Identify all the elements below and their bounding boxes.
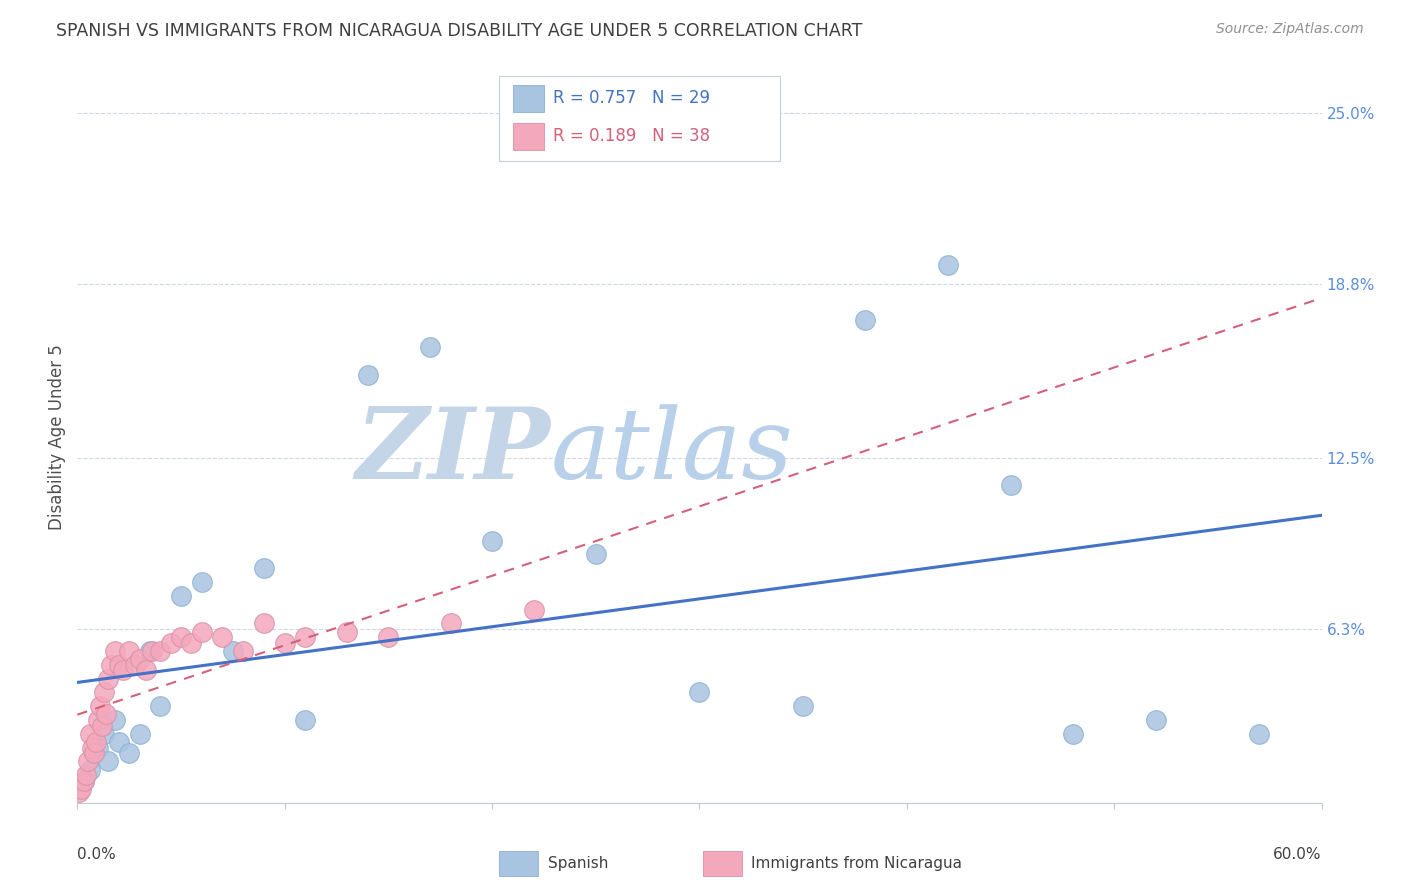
Point (481, 533, 503, 548)
Point (585, 548, 607, 562)
Point (149, 644, 172, 658)
Point (97, 755, 120, 769)
Point (938, 258, 960, 272)
Point (149, 699, 172, 714)
Point (689, 685, 711, 699)
Point (124, 657, 146, 672)
Point (128, 727, 150, 741)
Point (104, 644, 127, 658)
Point (72, 773, 94, 788)
Point (118, 644, 141, 658)
Point (97, 672, 120, 686)
Point (87, 713, 110, 727)
Text: Source: ZipAtlas.com: Source: ZipAtlas.com (1216, 22, 1364, 37)
Point (139, 644, 162, 658)
Text: Spanish: Spanish (548, 856, 609, 871)
Point (104, 713, 127, 727)
Point (76, 755, 98, 769)
Point (792, 699, 814, 714)
Text: 0.0%: 0.0% (77, 847, 117, 862)
Point (523, 602, 546, 616)
Point (89, 699, 111, 714)
Point (855, 312, 877, 326)
Point (84, 735, 107, 749)
Point (72, 773, 94, 788)
Point (253, 561, 276, 575)
Point (439, 616, 461, 631)
Point (191, 624, 214, 639)
Point (253, 616, 276, 631)
Point (336, 624, 359, 639)
Point (294, 630, 316, 644)
Text: R = 0.189   N = 38: R = 0.189 N = 38 (553, 128, 710, 145)
Point (180, 636, 202, 650)
Point (1000, 478, 1022, 492)
Point (1249, 727, 1271, 741)
Point (83, 746, 105, 760)
Point (274, 636, 297, 650)
Point (1144, 713, 1167, 727)
Point (70, 782, 93, 797)
Point (87, 740, 110, 755)
Text: Immigrants from Nicaragua: Immigrants from Nicaragua (751, 856, 962, 871)
Point (118, 746, 141, 760)
Point (294, 713, 316, 727)
Point (141, 644, 163, 658)
Point (135, 663, 157, 677)
Point (80, 740, 103, 755)
Point (93, 685, 115, 699)
Text: atlas: atlas (550, 404, 793, 500)
Point (108, 735, 129, 749)
Point (170, 630, 193, 644)
Point (100, 657, 122, 672)
Point (377, 630, 399, 644)
Point (170, 589, 193, 603)
Point (211, 630, 233, 644)
Point (108, 657, 129, 672)
Point (357, 368, 380, 382)
Point (93, 727, 115, 741)
Point (67, 785, 90, 799)
Point (128, 652, 150, 666)
Point (222, 644, 245, 658)
Point (96, 707, 118, 722)
Point (419, 340, 441, 354)
Text: SPANISH VS IMMIGRANTS FROM NICARAGUA DISABILITY AGE UNDER 5 CORRELATION CHART: SPANISH VS IMMIGRANTS FROM NICARAGUA DIS… (56, 22, 863, 40)
Point (79, 763, 101, 777)
Text: 60.0%: 60.0% (1274, 847, 1322, 862)
Point (91, 718, 114, 732)
Text: R = 0.757   N = 29: R = 0.757 N = 29 (553, 89, 710, 107)
Point (75, 768, 97, 782)
Y-axis label: Disability Age Under 5: Disability Age Under 5 (48, 344, 66, 530)
Point (232, 644, 254, 658)
Point (191, 574, 214, 589)
Point (111, 663, 134, 677)
Point (159, 636, 181, 650)
Point (79, 727, 101, 741)
Point (83, 746, 105, 760)
Point (1062, 727, 1084, 741)
Text: ZIP: ZIP (356, 403, 550, 500)
